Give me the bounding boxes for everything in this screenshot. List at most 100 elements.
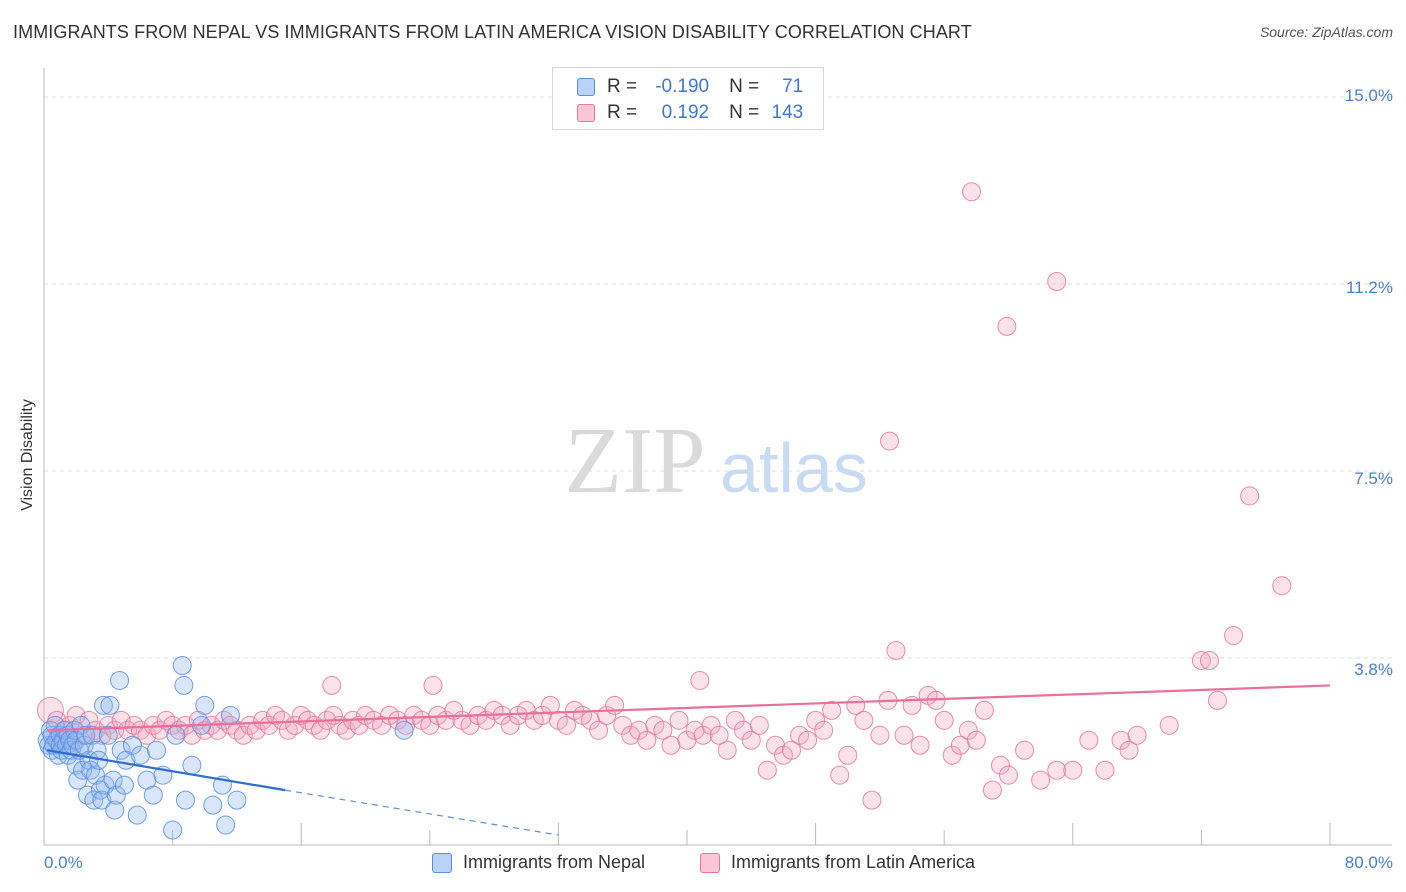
axes [43, 68, 1392, 846]
latin-point [265, 705, 285, 725]
latin-point [781, 740, 801, 760]
latin-point [253, 710, 273, 730]
latin-point [1199, 650, 1219, 670]
latin-point [1272, 576, 1292, 596]
nepal-trend-line [47, 749, 286, 792]
latin-point [500, 715, 520, 735]
watermark-atlas: atlas [720, 429, 868, 507]
latin-point [1159, 715, 1179, 735]
bottom-nepal-label: Immigrants from Nepal [463, 852, 646, 872]
latin-point [982, 780, 1002, 800]
latin-point [822, 700, 842, 720]
latin-point [880, 431, 900, 451]
latin-point [701, 715, 721, 735]
latin-point [322, 675, 342, 695]
latin-point [653, 720, 673, 740]
latin-point [854, 710, 874, 730]
nepal-point [74, 735, 94, 755]
x-tick-min: 0.0% [44, 853, 83, 872]
y-tick-7-5: 7.5% [1354, 469, 1393, 488]
nepal-point [85, 765, 105, 785]
nepal-r-value: -0.190 [655, 76, 710, 97]
nepal-point [174, 675, 194, 695]
latin-n-value: 143 [771, 102, 804, 123]
latin-point [98, 715, 118, 735]
x-tick-max: 80.0% [1344, 853, 1393, 872]
latin-point [349, 715, 369, 735]
nepal-point [227, 790, 247, 810]
nepal-point [98, 725, 118, 745]
latin-point [693, 725, 713, 745]
nepal-point [82, 725, 102, 745]
latin-point [540, 695, 560, 715]
latin-point [637, 730, 657, 750]
nepal-point [114, 775, 134, 795]
nepal-point [182, 755, 202, 775]
source-label: Source: ZipAtlas.com [1259, 24, 1393, 40]
nepal-point [220, 705, 240, 725]
latin-point [1127, 725, 1147, 745]
latin-point [838, 745, 858, 765]
latin-point [886, 641, 906, 661]
bottom-latin-label: Immigrants from Latin America [731, 852, 976, 872]
legend-row-nepal: R = -0.190 N = 71 [577, 75, 803, 99]
latin-point [156, 710, 176, 730]
nepal-point [106, 785, 126, 805]
latin-point [111, 710, 131, 730]
nepal-point [111, 740, 131, 760]
y-tick-3-8: 3.8% [1354, 660, 1393, 679]
latin-point [999, 765, 1018, 785]
latin-point [934, 710, 954, 730]
nepal-point [110, 670, 130, 690]
latin-point [1047, 272, 1067, 292]
latin-point [814, 720, 834, 740]
nepal-point [127, 805, 147, 825]
nepal-n-label: N = [729, 76, 760, 97]
latin-point [862, 790, 882, 810]
latin-point [66, 705, 86, 725]
latin-america-points [36, 182, 1292, 810]
latin-point [690, 670, 710, 690]
latin-trend-line [47, 684, 1331, 732]
nepal-point [163, 820, 183, 840]
bottom-legend-latin: Immigrants from Latin America [700, 852, 975, 873]
nepal-point [166, 725, 186, 745]
nepal-point [68, 770, 88, 790]
y-tick-11-2: 11.2% [1346, 278, 1393, 297]
nepal-r-label: R = [607, 76, 638, 97]
latin-point [1047, 760, 1067, 780]
nepal-point [84, 790, 104, 810]
latin-point [669, 710, 689, 730]
latin-point [240, 715, 260, 735]
nepal-point [175, 790, 195, 810]
nepal-point [103, 770, 123, 790]
latin-point [1031, 770, 1051, 790]
y-axis-label: Vision Disability [19, 399, 36, 511]
latin-point [830, 765, 850, 785]
latin-swatch [577, 104, 595, 122]
latin-point [725, 710, 745, 730]
latin-point [423, 675, 443, 695]
nepal-point [203, 795, 223, 815]
latin-point [85, 720, 105, 740]
nepal-point [195, 695, 215, 715]
latin-point [997, 316, 1017, 336]
latin-point [990, 755, 1010, 775]
nepal-point [394, 720, 414, 740]
bottom-legend-nepal: Immigrants from Nepal [432, 852, 645, 873]
grid-lines [44, 96, 1392, 659]
latin-r-value: 0.192 [661, 102, 710, 123]
latin-point [124, 715, 144, 735]
latin-point [1191, 650, 1211, 670]
nepal-trend-extension [285, 789, 559, 836]
latin-point [894, 725, 914, 745]
nepal-point [130, 745, 150, 765]
latin-point [966, 730, 986, 750]
latin-n-label: N = [729, 102, 760, 123]
latin-point [291, 705, 311, 725]
nepal-point [100, 695, 120, 715]
nepal-point [73, 760, 93, 780]
nepal-point [147, 740, 167, 760]
latin-point [717, 740, 737, 760]
y-tick-15: 15.0% [1344, 86, 1393, 105]
